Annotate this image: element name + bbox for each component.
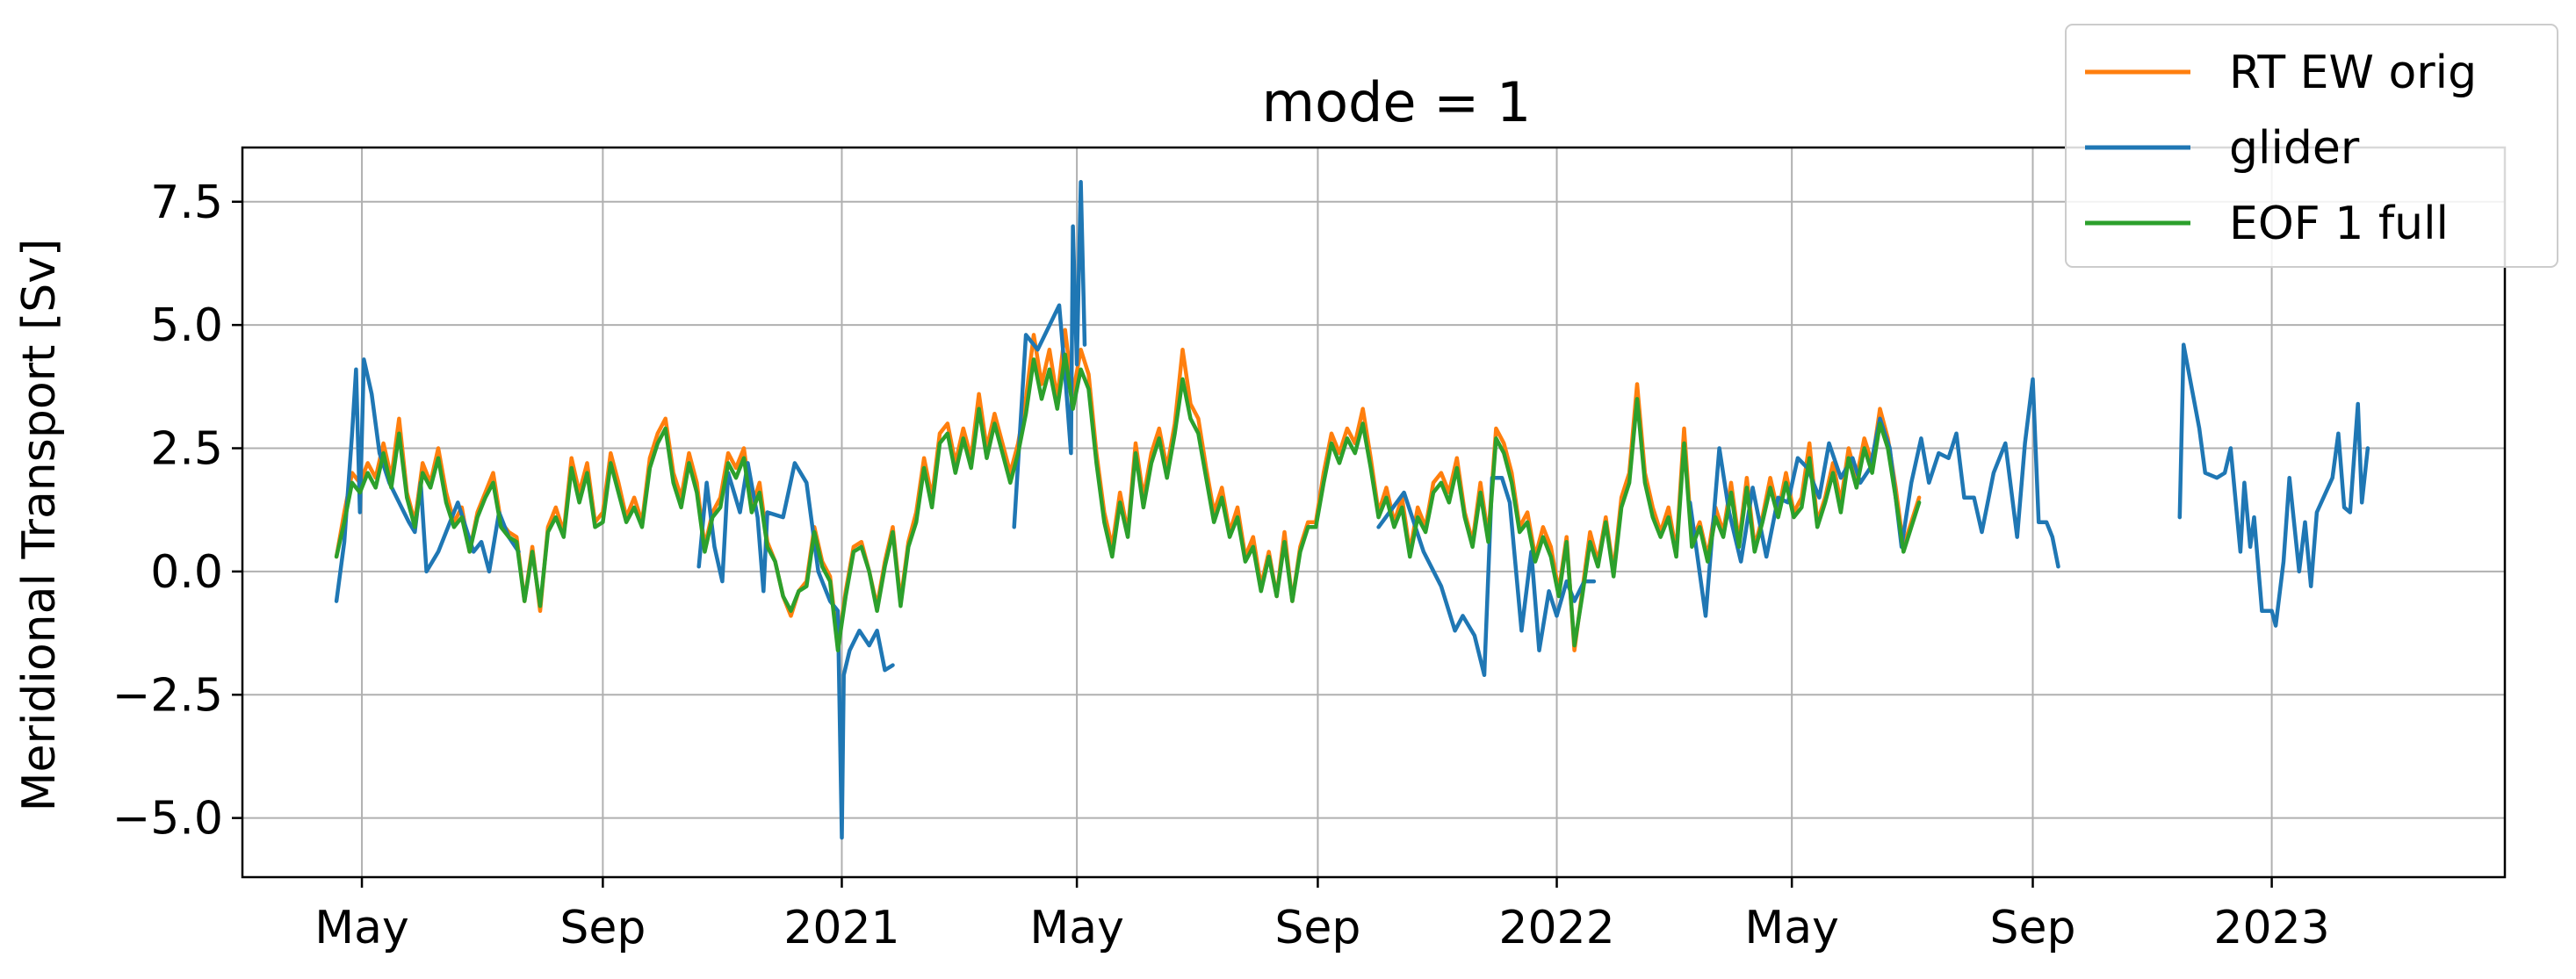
x-tick-label: Sep [1274,902,1360,954]
series-line [334,352,1922,652]
series-glider [334,180,2370,840]
x-tick-label: May [1744,902,1839,954]
x-tick-label: 2021 [783,902,899,954]
series-layer [334,180,2370,840]
x-tick-label: 2022 [1498,902,1614,954]
y-tick-label: 5.0 [150,299,223,352]
chart-title: mode = 1 [1262,70,1532,134]
legend-label: EOF 1 full [2229,198,2449,250]
y-tick-label: −2.5 [112,669,223,722]
y-tick-label: 7.5 [150,176,223,229]
x-tick-label: May [314,902,409,954]
legend: RT EW orig glider EOF 1 full [2065,24,2558,268]
y-tick-label: 2.5 [150,423,223,476]
legend-label: RT EW orig [2229,47,2477,99]
ticks: −5.0 −2.5 0.0 2.5 5.0 7.5 May Sep 2021 May Sep 2022… [112,176,2330,954]
x-tick-label: Sep [1989,902,2075,954]
x-tick-label: Sep [559,902,646,954]
y-axis-label: Meridional Transport [Sv] [13,239,66,812]
legend-box [2065,24,2558,268]
y-tick-label: 0.0 [150,546,223,599]
legend-label: glider [2229,122,2360,175]
y-tick-label: −5.0 [112,793,223,846]
x-tick-label: May [1029,902,1124,954]
series-line [334,180,2370,840]
plot-frame [241,146,2507,879]
series-eof-1-full [334,352,1922,652]
x-tick-label: 2023 [2213,902,2329,954]
